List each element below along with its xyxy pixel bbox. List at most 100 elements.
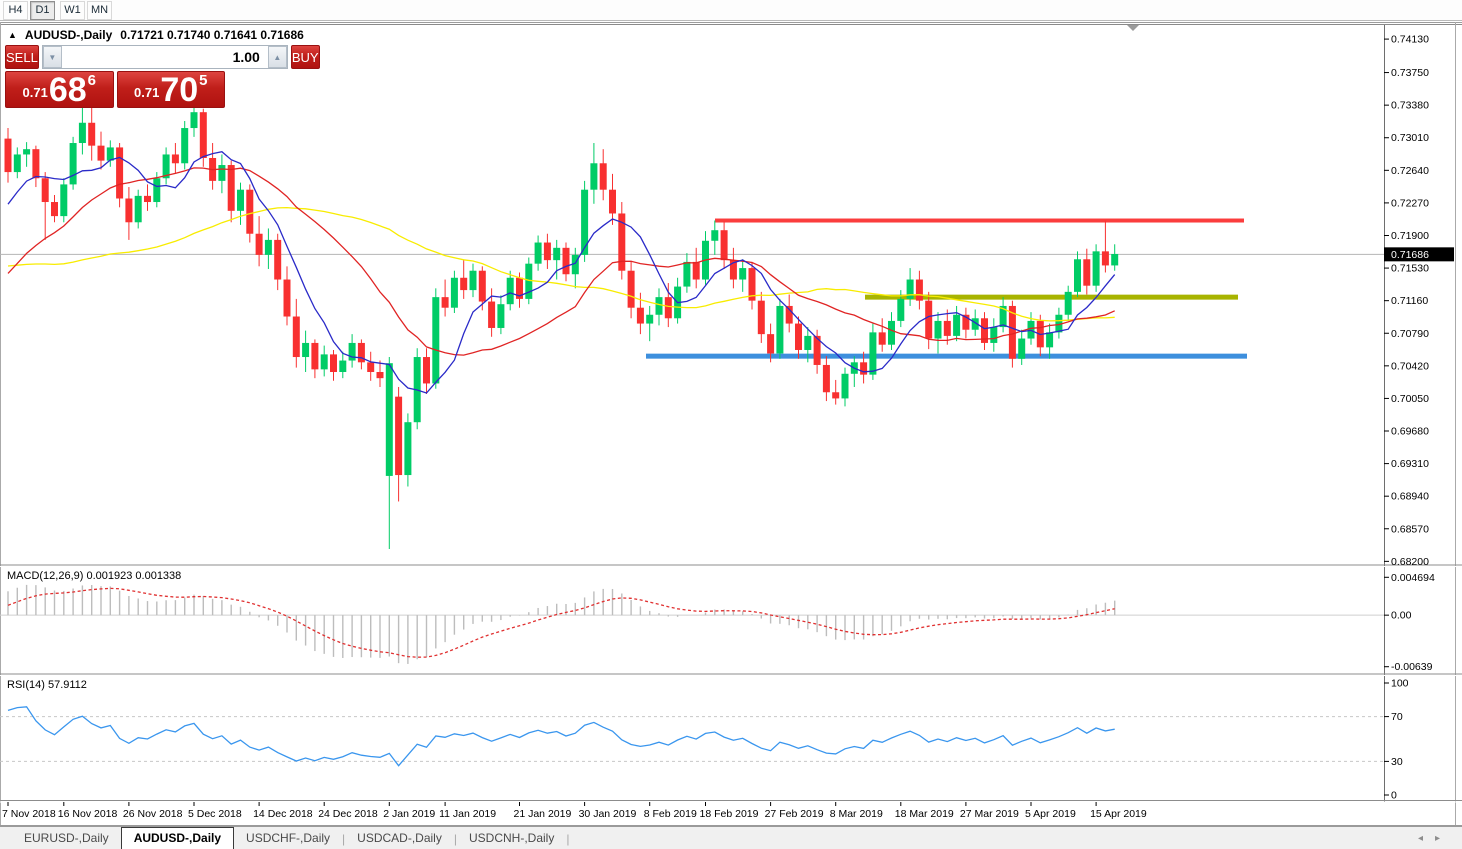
volume-increase-button[interactable]: ▲ [267,46,287,68]
candle [13,147,21,179]
ma-slow-line [7,206,1115,322]
candle [144,184,151,211]
candle [106,140,114,167]
ohlc-values: 0.71721 0.71740 0.71641 0.71686 [120,28,304,42]
sell-price-button[interactable]: 0.71 68 6 [5,71,114,108]
tab-scroll-left-icon[interactable]: ◂ [1417,832,1435,844]
timeframe-button-mn[interactable]: MN [87,0,112,20]
sell-button[interactable]: SELL [5,45,39,69]
rsi-axis-label: 30 [1391,756,1403,768]
tab-usdcnh[interactable]: USDCNH-,Daily [468,831,555,845]
candle [1018,329,1026,365]
timeframe-button-w1[interactable]: W1 [60,0,85,20]
candle [748,261,756,310]
candle [562,242,570,282]
candle [69,136,77,190]
tab-usdcad[interactable]: USDCAD-,Daily [357,831,442,845]
candle [441,279,449,317]
price-axis-label: 0.68570 [1391,523,1429,535]
candle [413,348,421,430]
symbol-tabbar: EURUSD-,Daily AUDUSD-,Daily USDCHF-,Dail… [0,826,1462,849]
candle [534,235,542,271]
candle [357,339,365,370]
candle [729,247,737,289]
date-axis-label: 15 Apr 2019 [1090,808,1147,820]
timeframe-button-h4[interactable]: H4 [3,0,28,20]
candle [1055,307,1063,339]
macd-pane [0,584,1384,664]
date-axis-label: 8 Mar 2019 [830,808,883,820]
candle [785,294,793,333]
buy-price-big: 70 [160,71,199,109]
tab-audusd[interactable]: AUDUSD-,Daily [120,827,235,849]
candle [320,345,328,377]
macd-axis[interactable]: 0.004694 0.00 -0.00639 [1384,572,1435,673]
price-axis-label: 0.73010 [1391,132,1429,144]
candle [739,259,747,292]
resistance-line-red[interactable] [715,218,1244,223]
ma-fast-line [7,150,1116,394]
panel-collapse-icon[interactable]: ▲ [8,30,17,40]
candle [925,291,933,350]
candle [692,247,700,289]
candle [4,128,12,183]
candle [990,318,998,352]
timeframe-button-d1[interactable]: D1 [30,0,55,20]
date-axis-label: 5 Apr 2019 [1025,808,1076,820]
candle [460,260,468,299]
candle [497,295,505,335]
date-axis-label: 21 Jan 2019 [514,808,572,820]
volume-decrease-button[interactable]: ▼ [42,46,62,68]
buy-price-button[interactable]: 0.71 70 5 [116,71,225,109]
rsi-axis[interactable]: 100 70 30 0 [1384,678,1409,802]
volume-stepper: ▼ ▲ [41,45,288,69]
candle [618,202,626,280]
support-line-blue[interactable] [646,353,1247,359]
drawn-hlines [646,218,1247,359]
date-axis[interactable]: 7 Nov 2018 16 Nov 2018 26 Nov 2018 5 Dec 20… [2,802,1147,820]
price-axis-label: 0.69680 [1391,426,1429,438]
candle [804,327,812,363]
pivot-line-olive[interactable] [865,294,1238,300]
candle [116,143,124,208]
candle [981,312,988,350]
rsi-indicator-label: RSI(14) 57.9112 [7,679,87,691]
tab-eurusd[interactable]: EURUSD-,Daily [24,831,109,845]
volume-input[interactable] [61,46,268,68]
sell-price-pip: 6 [87,72,96,89]
date-axis-label: 18 Mar 2019 [895,808,954,820]
price-axis-label: 0.71530 [1391,263,1429,275]
candle [627,261,635,319]
candle [571,247,579,289]
candle [850,356,858,387]
date-axis-label: 24 Dec 2018 [318,808,378,820]
one-click-trading-panel: SELL ▼ ▲ BUY 0.71 68 6 0.71 70 5 [5,45,320,109]
date-axis-label: 18 Feb 2019 [700,808,759,820]
chart-shift-marker-icon[interactable] [1127,25,1139,31]
candle [264,228,272,269]
candle [590,143,598,204]
candle [609,173,616,225]
tab-scroll-right-icon[interactable]: ▸ [1434,832,1452,844]
price-axis-label: 0.70420 [1391,360,1429,372]
date-axis-label: 27 Feb 2019 [765,808,824,820]
candle [553,239,561,280]
sell-price-prefix: 0.71 [22,85,48,100]
buy-button[interactable]: BUY [290,45,320,69]
date-axis-label: 14 Dec 2018 [253,808,313,820]
candle [423,348,430,395]
candle [915,270,923,310]
price-axis-label: 0.74130 [1391,34,1429,46]
candle [711,220,719,255]
date-axis-label: 2 Jan 2019 [383,808,435,820]
candle [888,312,895,350]
price-axis[interactable]: 0.74130 0.73750 0.73380 0.73010 0.72640 0.722… [1384,34,1454,568]
tab-usdchf[interactable]: USDCHF-,Daily [246,831,331,845]
candle [757,291,765,343]
candle [767,323,775,363]
date-axis-label: 30 Jan 2019 [579,808,637,820]
symbol-period-label: AUDUSD-,Daily [24,28,113,42]
candle [97,131,105,170]
tab-separator: | [566,832,570,846]
